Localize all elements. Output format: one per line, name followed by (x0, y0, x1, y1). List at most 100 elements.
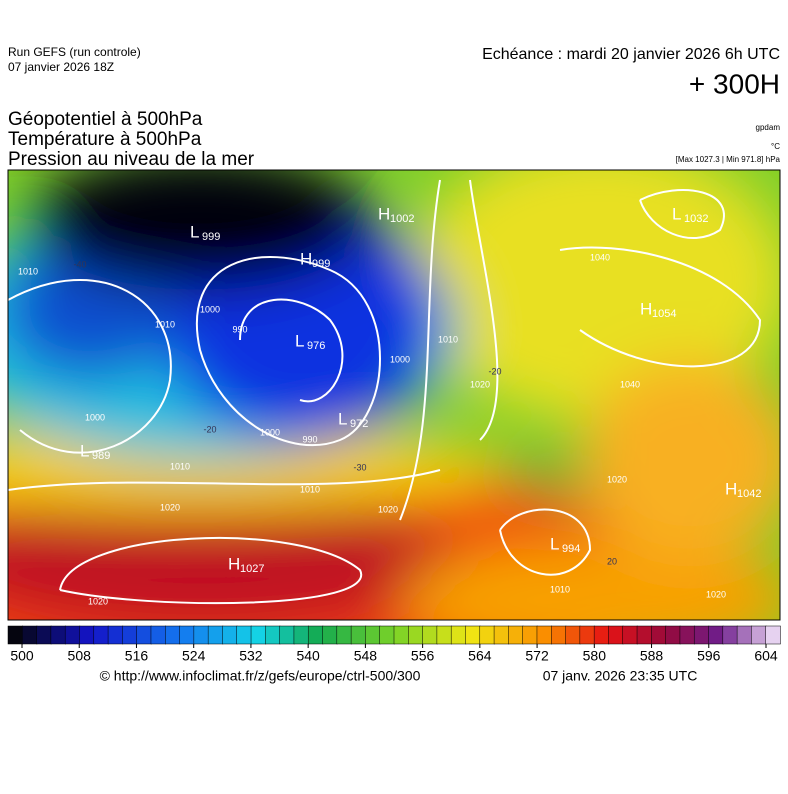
center-value: 976 (307, 340, 325, 352)
colorbar-cell (765, 625, 781, 645)
center-value: 1042 (737, 488, 761, 500)
unit-gpdam: gpdam (756, 123, 781, 132)
center-value: 1032 (684, 213, 708, 225)
center-letter: L (295, 331, 304, 350)
colorbar-label: 572 (525, 648, 549, 664)
colorbar-label: 588 (640, 648, 664, 664)
isobar-label: 1020 (378, 504, 398, 514)
colorbar-cell (93, 625, 109, 645)
colorbar-cell (136, 625, 152, 645)
colorbar-cell (336, 625, 352, 645)
isobar-label: 1000 (390, 354, 410, 364)
center-letter: H (640, 299, 652, 318)
colorbar-cell (107, 625, 124, 645)
colorbar-cell (436, 625, 452, 645)
center-letter: H (725, 479, 737, 498)
isobar-label: 1010 (300, 484, 320, 494)
title-pressure: Pression au niveau de la mer (8, 149, 255, 170)
colorbar-label: 556 (411, 648, 435, 664)
isobar-label: 1040 (620, 379, 640, 389)
colorbar-cell (608, 625, 624, 645)
center-value: 989 (92, 450, 110, 462)
center-value: 999 (312, 258, 330, 270)
isobars (8, 179, 762, 605)
colorbar-cell (265, 625, 281, 645)
isobar-label: 990 (302, 434, 317, 444)
colorbar-cell (279, 625, 295, 645)
colorbar-cell (722, 625, 738, 645)
colorbar-cell (165, 625, 181, 645)
center-value: 1054 (652, 308, 676, 320)
colorbar-cell (508, 625, 524, 645)
colorbar-cell (479, 625, 495, 645)
center-letter: L (338, 409, 347, 428)
footer-generated: 07 janv. 2026 23:35 UTC (543, 668, 698, 684)
map-field (8, 170, 780, 620)
isobar-label: 1010 (170, 461, 190, 471)
colorbar-cell (665, 625, 681, 645)
unit-celsius: °C (771, 142, 780, 151)
colorbar-cell (465, 625, 481, 645)
colorbar-cell (579, 625, 595, 645)
run-date: 07 janvier 2026 18Z (8, 60, 114, 74)
center-value: 1027 (240, 563, 264, 575)
colorbar-cell (365, 625, 381, 645)
colorbar-cell (64, 625, 81, 645)
colorbar-cell (651, 625, 667, 645)
colorbar-cell (193, 625, 209, 645)
colorbar-cell (393, 625, 410, 645)
colorbar-cell (36, 625, 52, 645)
isobar-label: 1020 (470, 379, 490, 389)
colorbar-cell (150, 625, 167, 645)
colorbar-cell (207, 625, 224, 645)
colorbar-label: 508 (68, 648, 92, 664)
colorbar-cell (179, 625, 195, 645)
colorbar-label: 580 (583, 648, 607, 664)
colorbar-cell (422, 625, 438, 645)
colorbar-cell (22, 625, 38, 645)
center-value: 994 (562, 543, 580, 555)
colorbar-cell (350, 625, 367, 645)
title-temperature: Température à 500hPa (8, 129, 202, 150)
colorbar-cell (322, 625, 338, 645)
unit-hpa: [Max 1027.3 | Min 971.8] hPa (676, 155, 781, 164)
colorbar-label: 596 (697, 648, 721, 664)
isobar-label: 1010 (155, 319, 175, 329)
isobar-label: 1020 (706, 589, 726, 599)
colorbar-cell (50, 625, 66, 645)
colorbar-cell (408, 625, 424, 645)
colorbar-cell (693, 625, 710, 645)
isobar-label: 1010 (550, 584, 570, 594)
title-geopotential: Géopotentiel à 500hPa (8, 109, 203, 130)
colorbar-label: 604 (754, 648, 778, 664)
colorbar-cell (622, 625, 638, 645)
center-letter: L (550, 534, 559, 553)
colorbar-cell (551, 625, 567, 645)
temperature-label: -40 (73, 259, 86, 269)
center-value: 1002 (390, 213, 414, 225)
isobar-label: 1000 (200, 304, 220, 314)
echeance: Echéance : mardi 20 janvier 2026 6h UTC (482, 46, 780, 63)
run-label: Run GEFS (run controle) (8, 45, 141, 59)
isobar-label: 1040 (590, 252, 610, 262)
colorbar-cell (736, 625, 753, 645)
temperature-label: -30 (353, 462, 366, 472)
colorbar-cell (307, 625, 324, 645)
isobar-label: 1000 (85, 412, 105, 422)
colorbar-cell (593, 625, 610, 645)
colorbar-cell (522, 625, 538, 645)
colorbar-cell (250, 625, 267, 645)
colorbar-cell (379, 625, 395, 645)
isobar-label: 1010 (18, 266, 38, 276)
center-letter: L (80, 441, 89, 460)
colorbar-cell (122, 625, 138, 645)
isobar-label: 1020 (160, 502, 180, 512)
temperature-label: -20 (203, 424, 216, 434)
lead-time: + 300H (689, 68, 780, 99)
map-frame (7, 169, 781, 621)
center-letter: L (672, 204, 681, 223)
colorbar-label: 516 (125, 648, 149, 664)
isobar-label: 1020 (607, 474, 627, 484)
colorbar-cell (79, 625, 95, 645)
center-letter: H (378, 204, 390, 223)
